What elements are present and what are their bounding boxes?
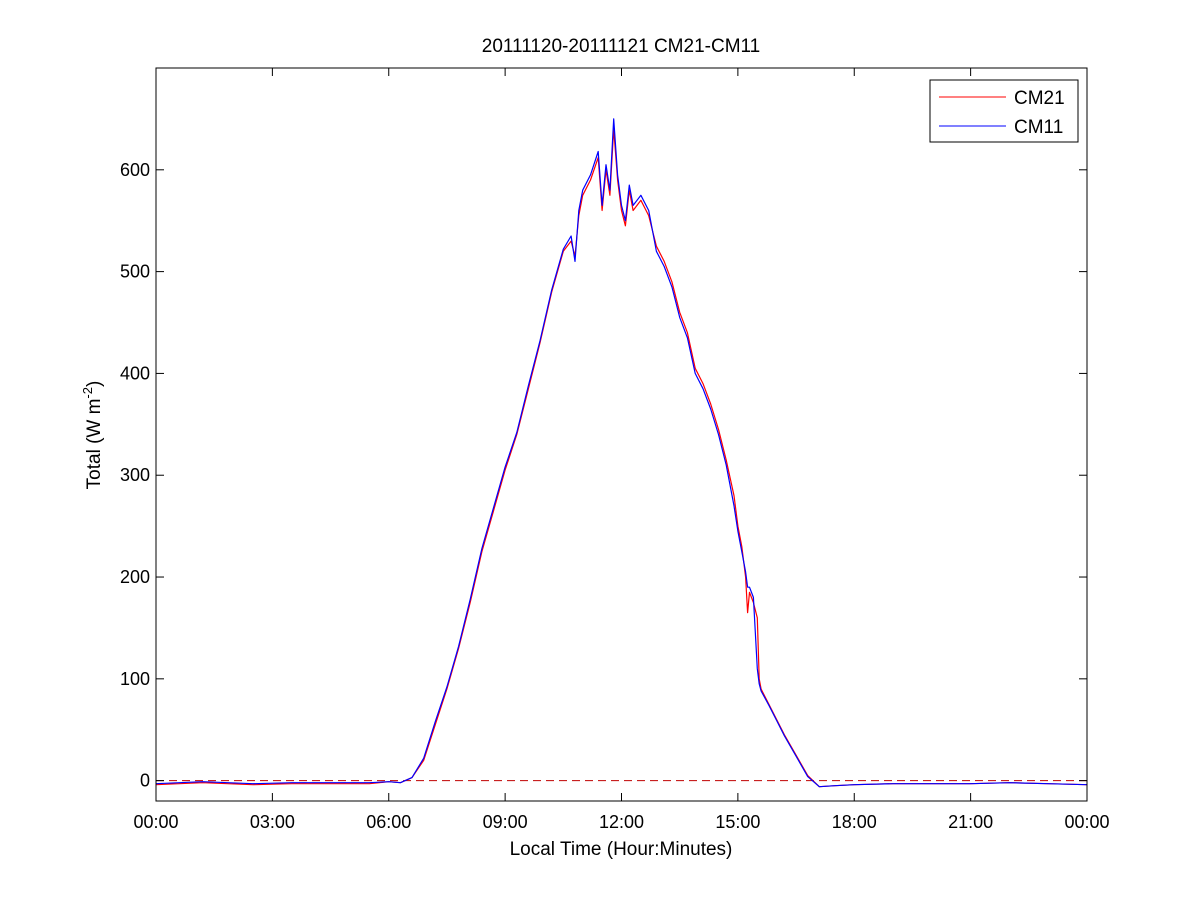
- y-tick-label: 400: [120, 363, 150, 383]
- x-tick-label: 21:00: [948, 812, 993, 832]
- y-axis-label-close: ): [84, 381, 105, 387]
- y-axis-label: Total (W m-2): [80, 381, 105, 490]
- x-tick-label: 00:00: [1064, 812, 1109, 832]
- y-tick-label: 100: [120, 669, 150, 689]
- legend: CM21 CM11: [929, 79, 1079, 143]
- y-axis: 0 100 200 300 400 500 600: [120, 160, 1087, 791]
- x-tick-label: 18:00: [832, 812, 877, 832]
- y-tick-label: 0: [140, 771, 150, 791]
- x-tick-label: 12:00: [599, 812, 644, 832]
- y-tick-label: 300: [120, 465, 150, 485]
- y-axis-label-superscript: -2: [80, 387, 95, 399]
- legend-label-cm21: CM21: [1014, 88, 1065, 109]
- x-tick-label: 06:00: [366, 812, 411, 832]
- x-axis: 00:00 03:00 06:00 09:00 12:00 15:00 18:00 21:00…: [133, 68, 1110, 832]
- x-tick-label: 15:00: [715, 812, 760, 832]
- chart-title: 20111120-20111121 CM21-CM11: [482, 36, 761, 57]
- y-axis-label-base: Total (W m: [84, 399, 105, 490]
- legend-box: [929, 79, 1079, 143]
- legend-label-cm11: CM11: [1014, 117, 1063, 138]
- x-tick-label: 00:00: [133, 812, 178, 832]
- x-tick-label: 09:00: [483, 812, 528, 832]
- y-tick-label: 200: [120, 567, 150, 587]
- x-tick-label: 03:00: [250, 812, 295, 832]
- y-tick-label: 600: [120, 160, 150, 180]
- series-line-cm11: [155, 118, 1088, 788]
- y-tick-label: 500: [120, 262, 150, 282]
- series-layer: [155, 118, 1088, 788]
- x-axis-label: Local Time (Hour:Minutes): [510, 839, 733, 860]
- plot-area: [156, 68, 1087, 801]
